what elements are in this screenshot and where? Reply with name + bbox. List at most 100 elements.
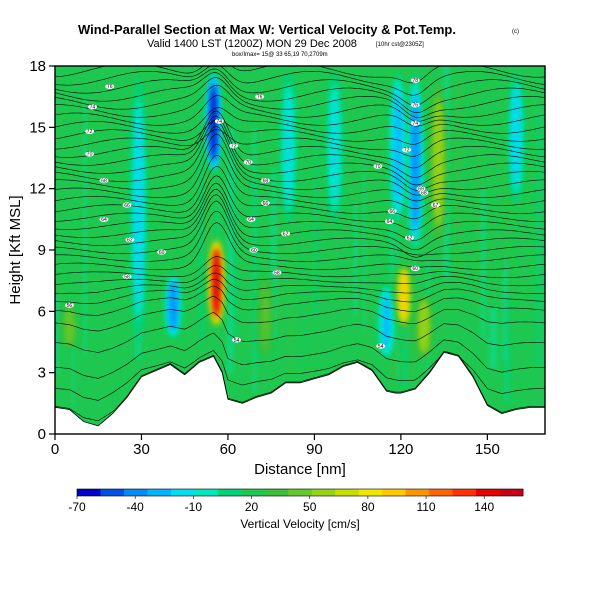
isentrope-label: 58 bbox=[274, 270, 280, 276]
velocity-band bbox=[506, 297, 511, 402]
chart-title: Wind-Parallel Section at Max W: Vertical… bbox=[78, 22, 456, 37]
isentrope-label-bg bbox=[410, 77, 420, 83]
isentrope-line bbox=[55, 200, 545, 256]
chart-info-line: box/Imax= 15@ 33 65,19 70,2709m bbox=[232, 52, 328, 58]
velocity-band bbox=[64, 150, 71, 361]
velocity-band bbox=[204, 86, 211, 278]
updraft-core bbox=[421, 303, 427, 350]
x-tick-label: 120 bbox=[388, 441, 413, 458]
isentrope-label: 64 bbox=[248, 217, 254, 223]
isentrope-labels: 56 58 60 62 64 66 68 70 72 74 76 60 58 62 64 66 68 70 72 74… bbox=[64, 77, 440, 350]
colorbar-segment bbox=[335, 489, 360, 496]
colorbar-segment bbox=[241, 489, 266, 496]
isentrope-label: 54 bbox=[378, 344, 384, 350]
chart-title-mark: (c) bbox=[512, 29, 519, 35]
isentrope-label: 64 bbox=[387, 219, 393, 225]
downdraft-core bbox=[135, 116, 142, 303]
velocity-band bbox=[410, 267, 415, 386]
velocity-band bbox=[302, 137, 305, 353]
isentrope-label-bg bbox=[255, 94, 265, 100]
y-tick-label: 15 bbox=[29, 119, 46, 136]
isentrope-label: 68 bbox=[101, 178, 107, 184]
colorbar-segment bbox=[499, 489, 524, 496]
y-axis-label: Height [Kft MSL] bbox=[7, 195, 24, 304]
velocity-band bbox=[154, 147, 160, 366]
isentrope-label-bg bbox=[416, 186, 426, 192]
velocity-band bbox=[116, 264, 122, 334]
isentrope-line bbox=[55, 72, 545, 113]
colorbar-tick-label: -10 bbox=[185, 500, 203, 514]
velocity-band bbox=[199, 135, 203, 345]
colorbar-label: Vertical Velocity [cm/s] bbox=[240, 517, 359, 531]
isentrope-line bbox=[55, 154, 545, 210]
isentrope-label-bg bbox=[85, 151, 95, 157]
isentrope-label-bg bbox=[260, 200, 270, 206]
isentrope-label-bg bbox=[376, 343, 386, 349]
colorbar-segment bbox=[264, 489, 289, 496]
velocity-band bbox=[150, 196, 158, 352]
colorbar-tick-label: 80 bbox=[361, 500, 375, 514]
colorbar-segment bbox=[405, 489, 430, 496]
isentrope-line bbox=[55, 143, 545, 202]
isentrope-line bbox=[55, 95, 545, 127]
colorbar-segment bbox=[382, 489, 407, 496]
isentrope-label-bg bbox=[260, 177, 270, 184]
isentrope-label-bg bbox=[402, 147, 412, 153]
velocity-band bbox=[505, 258, 508, 402]
isentrope-label: 70 bbox=[87, 152, 93, 158]
velocity-band bbox=[413, 182, 417, 330]
velocity-band bbox=[236, 204, 239, 334]
colorbar bbox=[76, 488, 524, 497]
isentrope-label-bg bbox=[122, 202, 132, 208]
colorbar-tick-label: 140 bbox=[474, 500, 494, 514]
isentrope-label-bg bbox=[410, 265, 420, 271]
chart-subtitle-note: [10hr cst@2305Z] bbox=[376, 42, 424, 48]
isentrope-label: 68 bbox=[421, 191, 427, 197]
velocity-band bbox=[365, 120, 369, 367]
colorbar-tick-label: -40 bbox=[127, 500, 145, 514]
y-tick-label: 6 bbox=[38, 303, 46, 320]
velocity-band bbox=[378, 81, 384, 324]
downdraft-core bbox=[513, 91, 520, 185]
colorbar-tick-label: -70 bbox=[68, 500, 86, 514]
isentrope-label-bg bbox=[99, 177, 109, 184]
isentrope-label-bg bbox=[64, 302, 74, 308]
x-axis-ticks: 0 30 60 90 120 150 bbox=[51, 434, 500, 458]
velocity-band bbox=[232, 96, 237, 347]
velocity-band bbox=[227, 130, 233, 372]
isentrope-line bbox=[55, 110, 545, 169]
isentrope-label: 72 bbox=[404, 148, 410, 154]
colorbar-segment bbox=[452, 489, 477, 496]
downdraft-core bbox=[395, 94, 401, 201]
velocity-band bbox=[175, 154, 179, 297]
downdraft-core bbox=[412, 99, 419, 227]
isentrope-label: 74 bbox=[217, 119, 223, 125]
isentrope-line bbox=[55, 256, 545, 279]
x-tick-label: 0 bbox=[51, 441, 59, 458]
isentrope-label-bg bbox=[214, 118, 224, 124]
downdraft-core bbox=[170, 282, 177, 330]
isentrope-label-bg bbox=[105, 83, 115, 90]
colorbar-frame bbox=[76, 488, 524, 497]
velocity-band bbox=[524, 175, 529, 354]
terrain bbox=[55, 351, 545, 434]
isentrope-label-bg bbox=[410, 102, 420, 108]
colorbar-segment bbox=[358, 489, 383, 496]
colorbar-segment bbox=[123, 489, 148, 496]
isentrope-line bbox=[55, 222, 545, 270]
isentrope-label: 68 bbox=[263, 178, 269, 184]
isentrope-label-bg bbox=[249, 247, 259, 253]
isentrope-label-bg bbox=[405, 235, 415, 241]
isentrope-line bbox=[55, 77, 545, 118]
y-tick-label: 3 bbox=[38, 365, 46, 382]
updraft-core bbox=[400, 272, 407, 320]
plot-area: 56 58 60 62 64 66 68 70 72 74 76 60 58 62 64 66 68 70 72 74… bbox=[55, 66, 545, 434]
colorbar-segment bbox=[194, 489, 219, 496]
velocity-band bbox=[402, 165, 408, 348]
updraft-core bbox=[213, 250, 220, 315]
velocity-band bbox=[475, 89, 479, 307]
y-tick-label: 9 bbox=[38, 242, 46, 259]
isentrope-label-bg bbox=[384, 218, 394, 224]
chart-subtitle: Valid 1400 LST (1200Z) MON 29 Dec 2008 bbox=[147, 38, 357, 50]
isentrope-line bbox=[55, 350, 545, 422]
